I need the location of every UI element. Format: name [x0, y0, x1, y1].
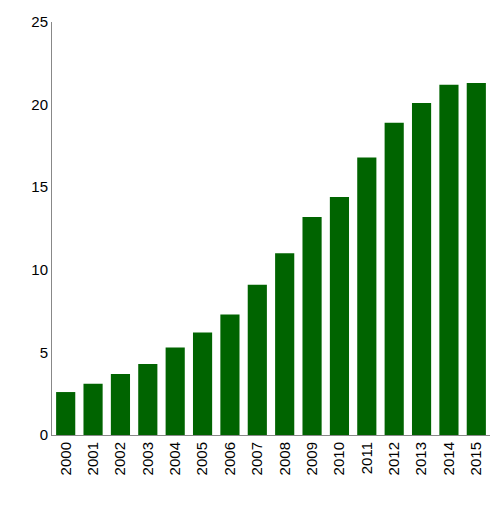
svg-text:25: 25: [31, 13, 48, 30]
svg-text:2004: 2004: [166, 442, 183, 475]
svg-text:2003: 2003: [139, 442, 156, 475]
svg-text:15: 15: [31, 178, 48, 195]
svg-text:10: 10: [31, 261, 48, 278]
svg-text:2013: 2013: [412, 442, 429, 475]
svg-text:2000: 2000: [57, 442, 74, 475]
svg-text:2008: 2008: [276, 442, 293, 475]
svg-text:2009: 2009: [303, 442, 320, 475]
svg-text:5: 5: [40, 344, 48, 361]
svg-text:2012: 2012: [385, 442, 402, 475]
svg-text:20: 20: [31, 96, 48, 113]
svg-text:2011: 2011: [358, 442, 375, 474]
svg-text:2002: 2002: [111, 442, 128, 475]
svg-text:2005: 2005: [193, 442, 210, 475]
svg-text:2014: 2014: [440, 442, 457, 475]
svg-text:0: 0: [40, 426, 48, 443]
svg-text:2010: 2010: [330, 442, 347, 475]
svg-text:2001: 2001: [84, 442, 101, 475]
svg-text:2015: 2015: [467, 442, 484, 475]
svg-text:2007: 2007: [248, 442, 265, 475]
svg-text:2006: 2006: [221, 442, 238, 475]
